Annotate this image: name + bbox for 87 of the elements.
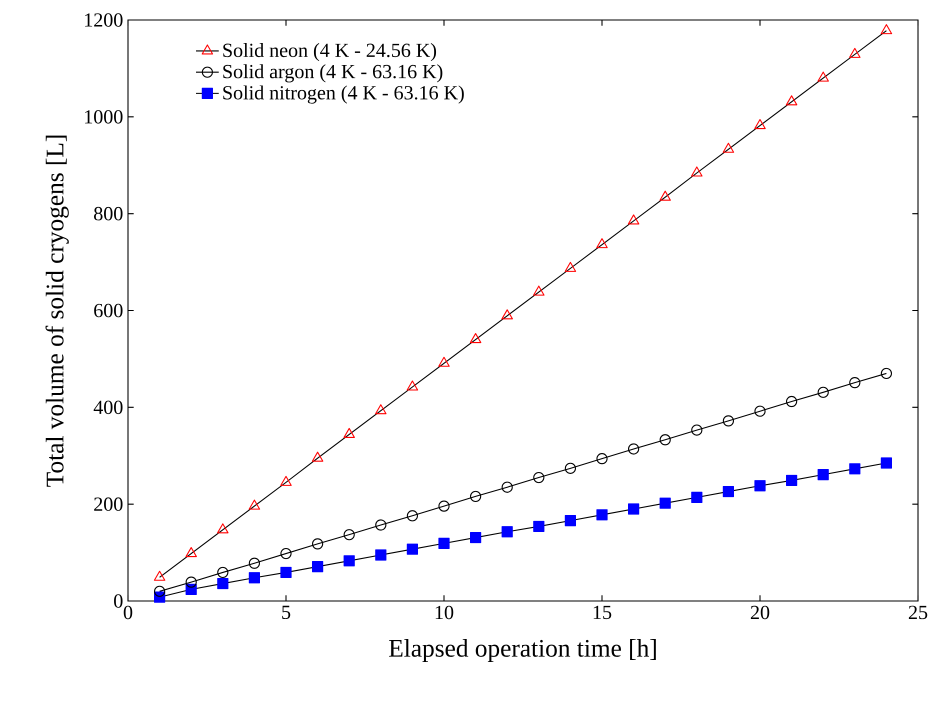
point bbox=[596, 509, 608, 520]
point bbox=[344, 529, 355, 540]
x-tick-label: 0 bbox=[124, 606, 132, 620]
x-tick-label: 25 bbox=[908, 606, 928, 620]
x-tick-label: 15 bbox=[594, 606, 612, 620]
point bbox=[660, 498, 671, 509]
point bbox=[533, 472, 544, 484]
point bbox=[786, 474, 798, 486]
point bbox=[722, 415, 734, 426]
point bbox=[406, 510, 418, 522]
point bbox=[438, 538, 450, 549]
point bbox=[722, 142, 734, 153]
point bbox=[438, 356, 450, 367]
legend-label: Solid argon (4 K - 63.16 K) bbox=[223, 64, 442, 82]
point bbox=[280, 548, 292, 560]
point bbox=[722, 486, 734, 498]
point bbox=[280, 566, 292, 578]
point bbox=[691, 492, 702, 503]
legend-label: Solid neon (4 K - 24.56 K) bbox=[223, 43, 436, 62]
point bbox=[470, 532, 482, 544]
y-axis-title: Total volume of solid cryogens [L] bbox=[46, 136, 69, 487]
point bbox=[533, 286, 545, 296]
point bbox=[248, 500, 260, 510]
point bbox=[312, 452, 324, 462]
point bbox=[343, 428, 355, 438]
point bbox=[248, 558, 260, 569]
point bbox=[564, 262, 576, 272]
point bbox=[501, 309, 513, 320]
point bbox=[217, 523, 229, 534]
point bbox=[786, 396, 798, 408]
x-tick-label: 20 bbox=[750, 606, 770, 620]
point bbox=[818, 386, 829, 398]
legend-label: Solid nitrogen (4 K - 63.16 K) bbox=[223, 85, 464, 104]
point bbox=[248, 572, 260, 584]
point bbox=[849, 377, 860, 388]
point bbox=[312, 538, 324, 550]
x-tick-label: 10 bbox=[436, 606, 454, 620]
point bbox=[312, 561, 324, 572]
point bbox=[564, 515, 576, 526]
point bbox=[375, 404, 387, 414]
y-tick-label: 0 bbox=[114, 594, 123, 608]
y-tick-label: 800 bbox=[94, 206, 123, 220]
point bbox=[533, 520, 544, 532]
point bbox=[154, 586, 166, 597]
point bbox=[470, 490, 482, 502]
x-tick-label: 5 bbox=[282, 606, 290, 619]
point bbox=[470, 333, 482, 344]
y-tick-label: 1200 bbox=[85, 13, 123, 27]
point bbox=[880, 457, 892, 469]
point bbox=[185, 547, 197, 558]
y-tick-label: 400 bbox=[94, 400, 123, 414]
point bbox=[849, 48, 861, 58]
point bbox=[849, 463, 860, 474]
point bbox=[691, 166, 703, 177]
point bbox=[596, 238, 608, 248]
point bbox=[786, 95, 798, 106]
point bbox=[659, 190, 671, 201]
point bbox=[880, 24, 892, 34]
y-tick-label: 1000 bbox=[85, 110, 123, 124]
point bbox=[280, 476, 292, 486]
point bbox=[344, 555, 355, 566]
point bbox=[502, 482, 513, 493]
point bbox=[438, 500, 450, 512]
point bbox=[406, 544, 418, 555]
point bbox=[880, 368, 892, 380]
point bbox=[754, 119, 766, 130]
point bbox=[628, 503, 640, 515]
point bbox=[818, 469, 829, 480]
point bbox=[754, 406, 766, 417]
point bbox=[817, 72, 829, 82]
point bbox=[596, 453, 608, 464]
point bbox=[691, 424, 702, 436]
point bbox=[406, 380, 418, 391]
x-axis-title: Elapsed operation time [h] bbox=[389, 639, 656, 662]
point bbox=[628, 443, 640, 455]
point bbox=[660, 434, 671, 446]
y-tick-label: 600 bbox=[94, 304, 123, 318]
point bbox=[564, 462, 576, 474]
point bbox=[502, 526, 513, 538]
point bbox=[217, 578, 228, 590]
point bbox=[375, 519, 386, 531]
point bbox=[628, 214, 640, 224]
point bbox=[217, 566, 228, 578]
point bbox=[754, 480, 766, 492]
point bbox=[186, 576, 197, 588]
y-tick-label: 200 bbox=[94, 497, 123, 511]
point bbox=[375, 549, 386, 561]
